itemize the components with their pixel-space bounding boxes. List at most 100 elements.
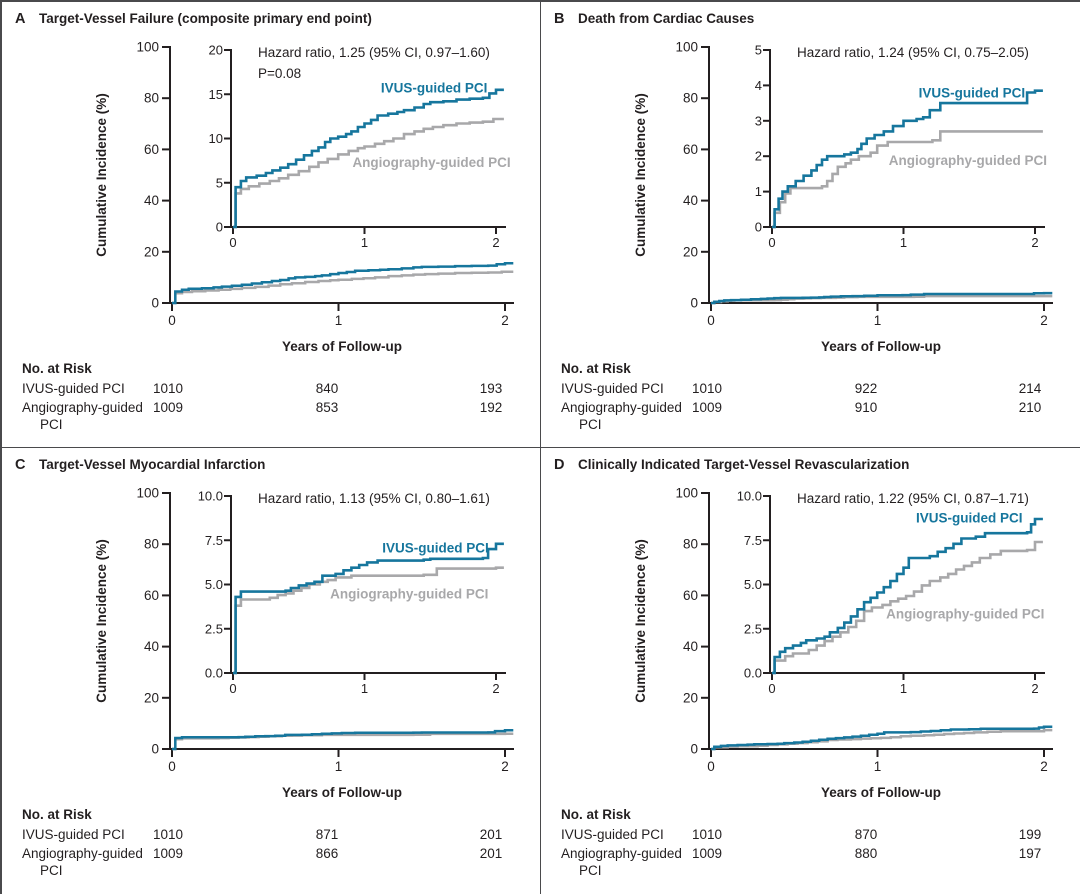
y-axis-title: Cumulative Incidence (%)	[633, 539, 648, 703]
at-risk-value: 192	[480, 400, 503, 415]
main-x-tick-label: 0	[707, 313, 715, 328]
p-value-text: P=0.08	[258, 66, 301, 81]
main-y-tick-label: 100	[136, 486, 159, 501]
main-x-tick-label: 1	[874, 313, 882, 328]
panel-c-chart: C Target-Vessel Myocardial Infarction0204…	[15, 457, 514, 878]
inset-y-tick-label: 10	[209, 131, 223, 146]
main-y-tick-label: 60	[144, 142, 159, 157]
at-risk-value: 853	[316, 400, 339, 415]
main-x-tick-label: 1	[335, 313, 343, 328]
y-axis-title: Cumulative Incidence (%)	[94, 539, 109, 703]
inset-x-tick-label: 0	[768, 681, 775, 696]
y-axis-title: Cumulative Incidence (%)	[94, 93, 109, 257]
at-risk-value: 910	[855, 400, 878, 415]
main-y-tick-label: 100	[675, 486, 698, 501]
main-x-tick-label: 1	[874, 759, 882, 774]
panel-title: Clinically Indicated Target-Vessel Revas…	[578, 457, 909, 472]
inset-y-tick-label: 2	[755, 149, 762, 164]
inset-y-tick-label: 5	[755, 43, 762, 58]
panel-letter: B	[554, 11, 564, 27]
main-x-tick-label: 2	[1040, 313, 1048, 328]
main-x-tick-label: 0	[707, 759, 715, 774]
hazard-ratio-text: Hazard ratio, 1.22 (95% CI, 0.87–1.71)	[797, 491, 1029, 506]
main-y-tick-label: 80	[144, 91, 159, 106]
inset-y-tick-label: 20	[209, 43, 223, 58]
inset-curve-ivus	[233, 542, 504, 675]
panel-title: Target-Vessel Myocardial Infarction	[39, 457, 265, 472]
main-curve-angiography	[172, 270, 514, 305]
at-risk-value: 1009	[692, 846, 722, 861]
inset-y-tick-label: 4	[755, 78, 762, 93]
inset-y-tick-label: 7.5	[205, 533, 223, 548]
y-axis-title: Cumulative Incidence (%)	[633, 93, 648, 257]
panel-b: B Death from Cardiac Causes 0 20 40 60 80 100 0 1…	[541, 2, 1080, 448]
at-risk-header: No. at Risk	[561, 361, 631, 376]
main-y-tick-label: 60	[683, 588, 698, 603]
at-risk-value: 1010	[692, 381, 722, 396]
at-risk-value: 1009	[153, 846, 183, 861]
at-risk-value: 201	[480, 846, 503, 861]
main-y-tick-label: 20	[683, 244, 698, 259]
at-risk-row-label: IVUS-guided PCI	[22, 827, 125, 842]
at-risk-row-label-wrap: PCI	[40, 863, 63, 878]
hazard-ratio-text: Hazard ratio, 1.13 (95% CI, 0.80–1.61)	[258, 491, 490, 506]
series-label-ivus: IVUS-guided PCI	[919, 86, 1026, 101]
x-axis-title: Years of Follow-up	[821, 785, 941, 800]
inset-curve-angiography	[233, 117, 504, 229]
x-axis-title: Years of Follow-up	[282, 339, 402, 354]
main-curve-ivus	[172, 262, 514, 305]
series-label-ivus: IVUS-guided PCI	[382, 541, 489, 556]
inset-x-tick-label: 0	[768, 235, 775, 250]
at-risk-value: 201	[480, 827, 503, 842]
panel-d: D Clinically Indicated Target-Vessel Reva…	[541, 448, 1080, 894]
series-label-angiography: Angiography-guided PCI	[330, 587, 488, 602]
hazard-ratio-text: Hazard ratio, 1.24 (95% CI, 0.75–2.05)	[797, 45, 1029, 60]
at-risk-value: 1009	[153, 400, 183, 415]
inset-y-tick-label: 2.5	[744, 621, 762, 636]
main-x-tick-label: 1	[335, 759, 343, 774]
at-risk-value: 193	[480, 381, 503, 396]
main-x-tick-label: 0	[168, 313, 176, 328]
inset-x-tick-label: 1	[900, 235, 907, 250]
at-risk-header: No. at Risk	[561, 807, 631, 822]
at-risk-row-label: IVUS-guided PCI	[561, 827, 664, 842]
series-label-angiography: Angiography-guided PCI	[889, 153, 1047, 168]
main-y-tick-label: 80	[683, 91, 698, 106]
inset-x-tick-label: 1	[361, 681, 368, 696]
at-risk-value: 922	[855, 381, 878, 396]
at-risk-value: 880	[855, 846, 878, 861]
at-risk-value: 214	[1019, 381, 1042, 396]
main-y-tick-label: 100	[675, 40, 698, 55]
main-y-tick-label: 20	[683, 690, 698, 705]
at-risk-row-label-wrap: PCI	[579, 417, 602, 432]
panel-a-chart: A Target-Vessel Failure (composite primar…	[15, 11, 514, 432]
at-risk-value: 199	[1019, 827, 1042, 842]
main-y-tick-label: 40	[683, 193, 698, 208]
inset-curve-angiography	[233, 566, 504, 675]
series-label-angiography: Angiography-guided PCI	[352, 155, 510, 170]
inset-x-tick-label: 2	[1031, 235, 1038, 250]
at-risk-row-label: Angiography-guided	[561, 846, 682, 861]
main-y-tick-label: 20	[144, 690, 159, 705]
inset-x-tick-label: 0	[229, 235, 236, 250]
at-risk-row-label-wrap: PCI	[579, 863, 602, 878]
series-label-angiography: Angiography-guided PCI	[886, 607, 1044, 622]
at-risk-row-label: Angiography-guided	[561, 400, 682, 415]
main-x-tick-label: 2	[501, 313, 509, 328]
main-y-tick-label: 20	[144, 244, 159, 259]
inset-y-tick-label: 0.0	[744, 666, 762, 681]
main-y-tick-label: 0	[690, 742, 698, 757]
main-y-tick-label: 80	[144, 537, 159, 552]
at-risk-value: 1009	[692, 400, 722, 415]
inset-y-tick-label: 10.0	[737, 489, 762, 504]
at-risk-value: 840	[316, 381, 339, 396]
main-y-tick-label: 40	[144, 193, 159, 208]
at-risk-row-label: Angiography-guided	[22, 846, 143, 861]
inset-y-tick-label: 0	[755, 220, 762, 235]
main-y-tick-label: 80	[683, 537, 698, 552]
main-x-tick-label: 0	[168, 759, 176, 774]
inset-x-tick-label: 1	[900, 681, 907, 696]
inset-x-tick-label: 2	[492, 681, 499, 696]
